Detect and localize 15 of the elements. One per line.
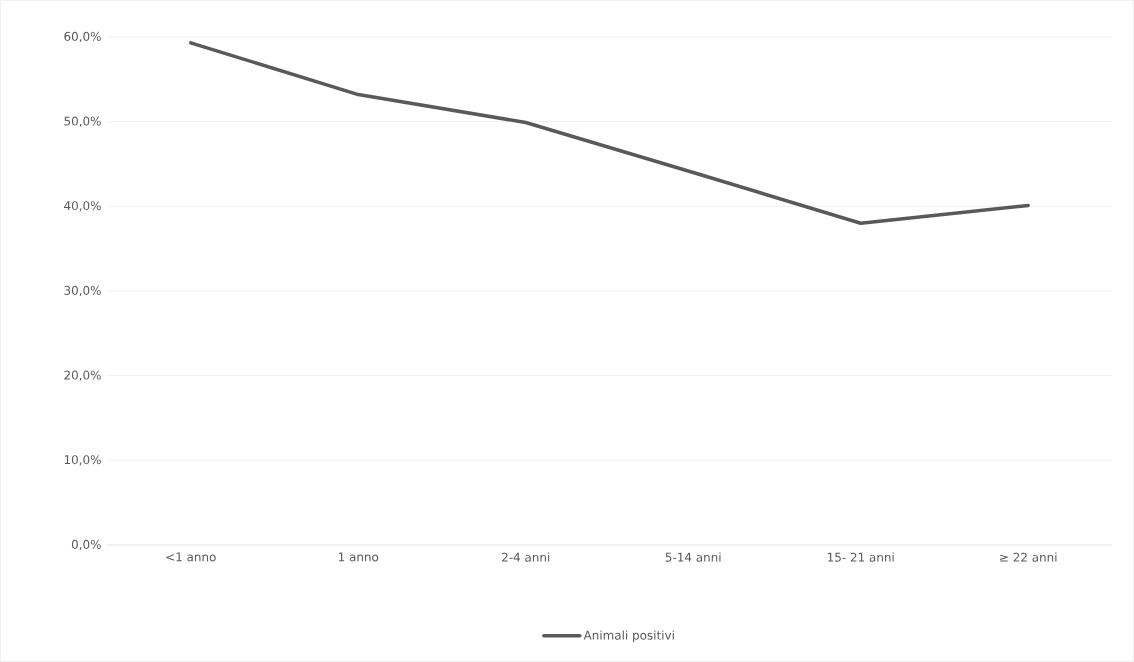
- y-tick-label: 10,0%: [64, 455, 101, 466]
- x-tick-label: 5-14 anni: [665, 552, 721, 562]
- y-tick-label: 40,0%: [64, 201, 101, 212]
- legend-label: Animali positivi: [583, 630, 674, 643]
- y-tick-label: 30,0%: [64, 285, 101, 297]
- y-tick-label: 60,0%: [64, 31, 101, 43]
- x-tick-label: 15- 21 anni: [827, 552, 894, 562]
- x-tick-label: 2-4 anni: [502, 552, 550, 562]
- x-tick-label: <1 anno: [166, 552, 216, 562]
- y-tick-label: 0,0%: [71, 539, 101, 551]
- line-series: [189, 41, 1030, 225]
- y-tick-label: 20,0%: [64, 370, 101, 381]
- x-tick-label: ≥ 22 anni: [1000, 552, 1057, 562]
- x-tick-label: 1 anno: [338, 552, 379, 562]
- y-tick-label: 50,0%: [64, 116, 101, 127]
